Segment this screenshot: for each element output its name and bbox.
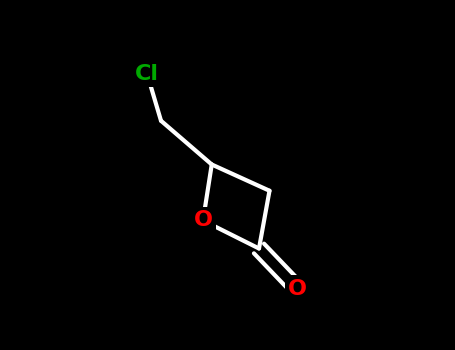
Text: O: O (193, 210, 212, 231)
Text: Cl: Cl (135, 63, 159, 84)
Text: O: O (288, 279, 307, 299)
